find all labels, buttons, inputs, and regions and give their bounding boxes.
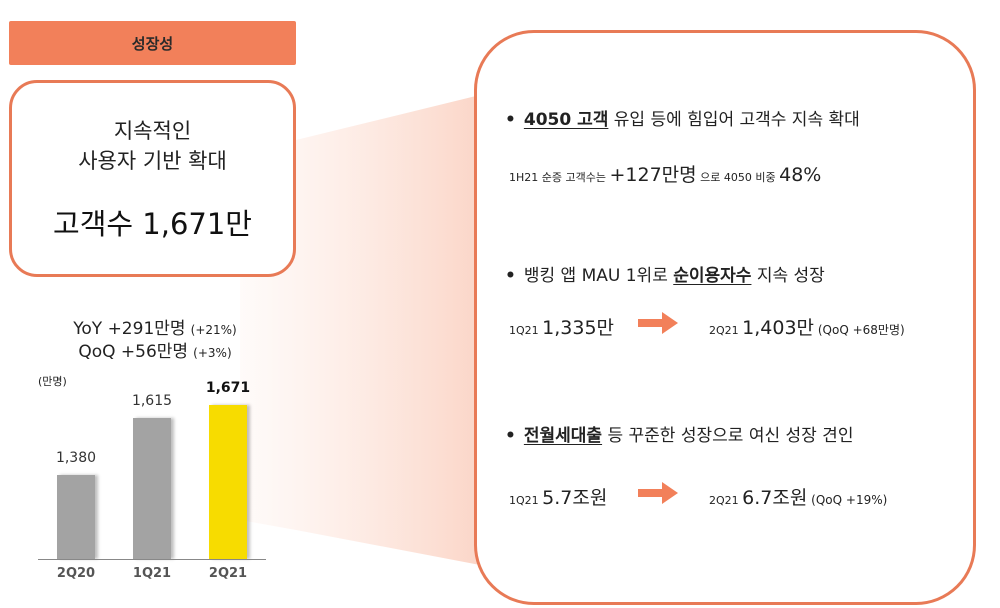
x-axis-category-label: 2Q21 bbox=[208, 566, 248, 581]
period-label: 1Q21 bbox=[509, 324, 543, 337]
yoy-label: YoY +291만명 bbox=[73, 319, 186, 339]
yoy-growth: YoY +291만명 (+21%) bbox=[0, 314, 310, 339]
period-value: 5.7조원 bbox=[542, 487, 608, 509]
summary-box: 지속적인 사용자 기반 확대 고객수 1,671만 bbox=[9, 80, 296, 277]
bullet-text: 지속 성장 bbox=[751, 266, 825, 286]
bar-value-label: 1,671 bbox=[205, 380, 251, 396]
bar-value-label: 1,615 bbox=[131, 393, 173, 410]
period-value: 1,403만 bbox=[742, 317, 815, 339]
mau-from: 1Q21 1,335만 bbox=[509, 313, 614, 340]
bullet-dot: • bbox=[505, 266, 516, 286]
loan-to: 2Q21 6.7조원 (QoQ +19%) bbox=[709, 483, 887, 510]
summary-value: 고객수 1,671만 bbox=[53, 207, 252, 241]
bullet-dot: • bbox=[505, 426, 516, 446]
bar-2Q21 bbox=[209, 405, 247, 559]
detail-mid: 으로 4050 비중 bbox=[696, 171, 780, 184]
bullet-text-prefix: 뱅킹 앱 MAU 1위로 bbox=[523, 266, 674, 286]
qoq-pct: (+3%) bbox=[193, 346, 232, 360]
bullet-emphasis: 4050 고객 bbox=[523, 110, 609, 130]
period-label: 2Q21 bbox=[709, 494, 743, 507]
summary-line-1: 지속적인 bbox=[113, 119, 192, 143]
x-axis-category-label: 1Q21 bbox=[132, 566, 172, 581]
detail-panel: • 4050 고객 유입 등에 힘입어 고객수 지속 확대 1H21 순증 고객수… bbox=[474, 30, 976, 605]
bullet-emphasis: 전월세대출 bbox=[523, 426, 603, 446]
bar-chart: 1,380 1,615 1,671 bbox=[0, 380, 290, 608]
net-new-customers: +127만명 bbox=[609, 164, 697, 186]
bullet-emphasis: 순이용자수 bbox=[673, 266, 752, 286]
chart-unit-label: (만명) bbox=[38, 375, 67, 388]
x-axis bbox=[38, 559, 266, 560]
yoy-pct: (+21%) bbox=[190, 323, 237, 337]
bar-value-label: 1,380 bbox=[55, 450, 97, 466]
section-title: 성장성 bbox=[131, 34, 174, 53]
bar-1Q21 bbox=[133, 418, 171, 559]
qoq-note: (QoQ +19%) bbox=[807, 493, 888, 507]
arrow-right-icon bbox=[638, 482, 678, 504]
bar-2Q20 bbox=[57, 475, 95, 559]
qoq-label: QoQ +56만명 bbox=[78, 342, 189, 362]
mau-to: 2Q21 1,403만 (QoQ +68만명) bbox=[709, 313, 905, 340]
x-axis-category-label: 2Q20 bbox=[56, 566, 96, 581]
bullet-customer-growth: • 4050 고객 유입 등에 힘입어 고객수 지속 확대 bbox=[505, 105, 860, 130]
detail-prefix: 1H21 순증 고객수는 bbox=[509, 171, 610, 184]
arrow-right-icon bbox=[638, 312, 678, 334]
bullet-mau-growth: • 뱅킹 앱 MAU 1위로 순이용자수 지속 성장 bbox=[505, 261, 825, 286]
bullet-text: 유입 등에 힘입어 고객수 지속 확대 bbox=[608, 110, 860, 130]
qoq-note: (QoQ +68만명) bbox=[814, 323, 905, 337]
4050-share: 48% bbox=[779, 164, 822, 186]
summary-line-2: 사용자 기반 확대 bbox=[78, 149, 227, 173]
period-value: 1,335만 bbox=[542, 317, 615, 339]
period-label: 2Q21 bbox=[709, 324, 743, 337]
customer-growth-detail: 1H21 순증 고객수는 +127만명 으로 4050 비중 48% bbox=[509, 160, 821, 187]
qoq-growth: QoQ +56만명 (+3%) bbox=[0, 337, 310, 362]
period-value: 6.7조원 bbox=[742, 487, 808, 509]
loan-from: 1Q21 5.7조원 bbox=[509, 483, 607, 510]
bullet-text: 등 꾸준한 성장으로 여신 성장 견인 bbox=[602, 426, 854, 446]
bullet-loan-growth: • 전월세대출 등 꾸준한 성장으로 여신 성장 견인 bbox=[505, 421, 853, 446]
bullet-dot: • bbox=[505, 110, 516, 130]
section-header: 성장성 bbox=[9, 21, 296, 65]
period-label: 1Q21 bbox=[509, 494, 543, 507]
